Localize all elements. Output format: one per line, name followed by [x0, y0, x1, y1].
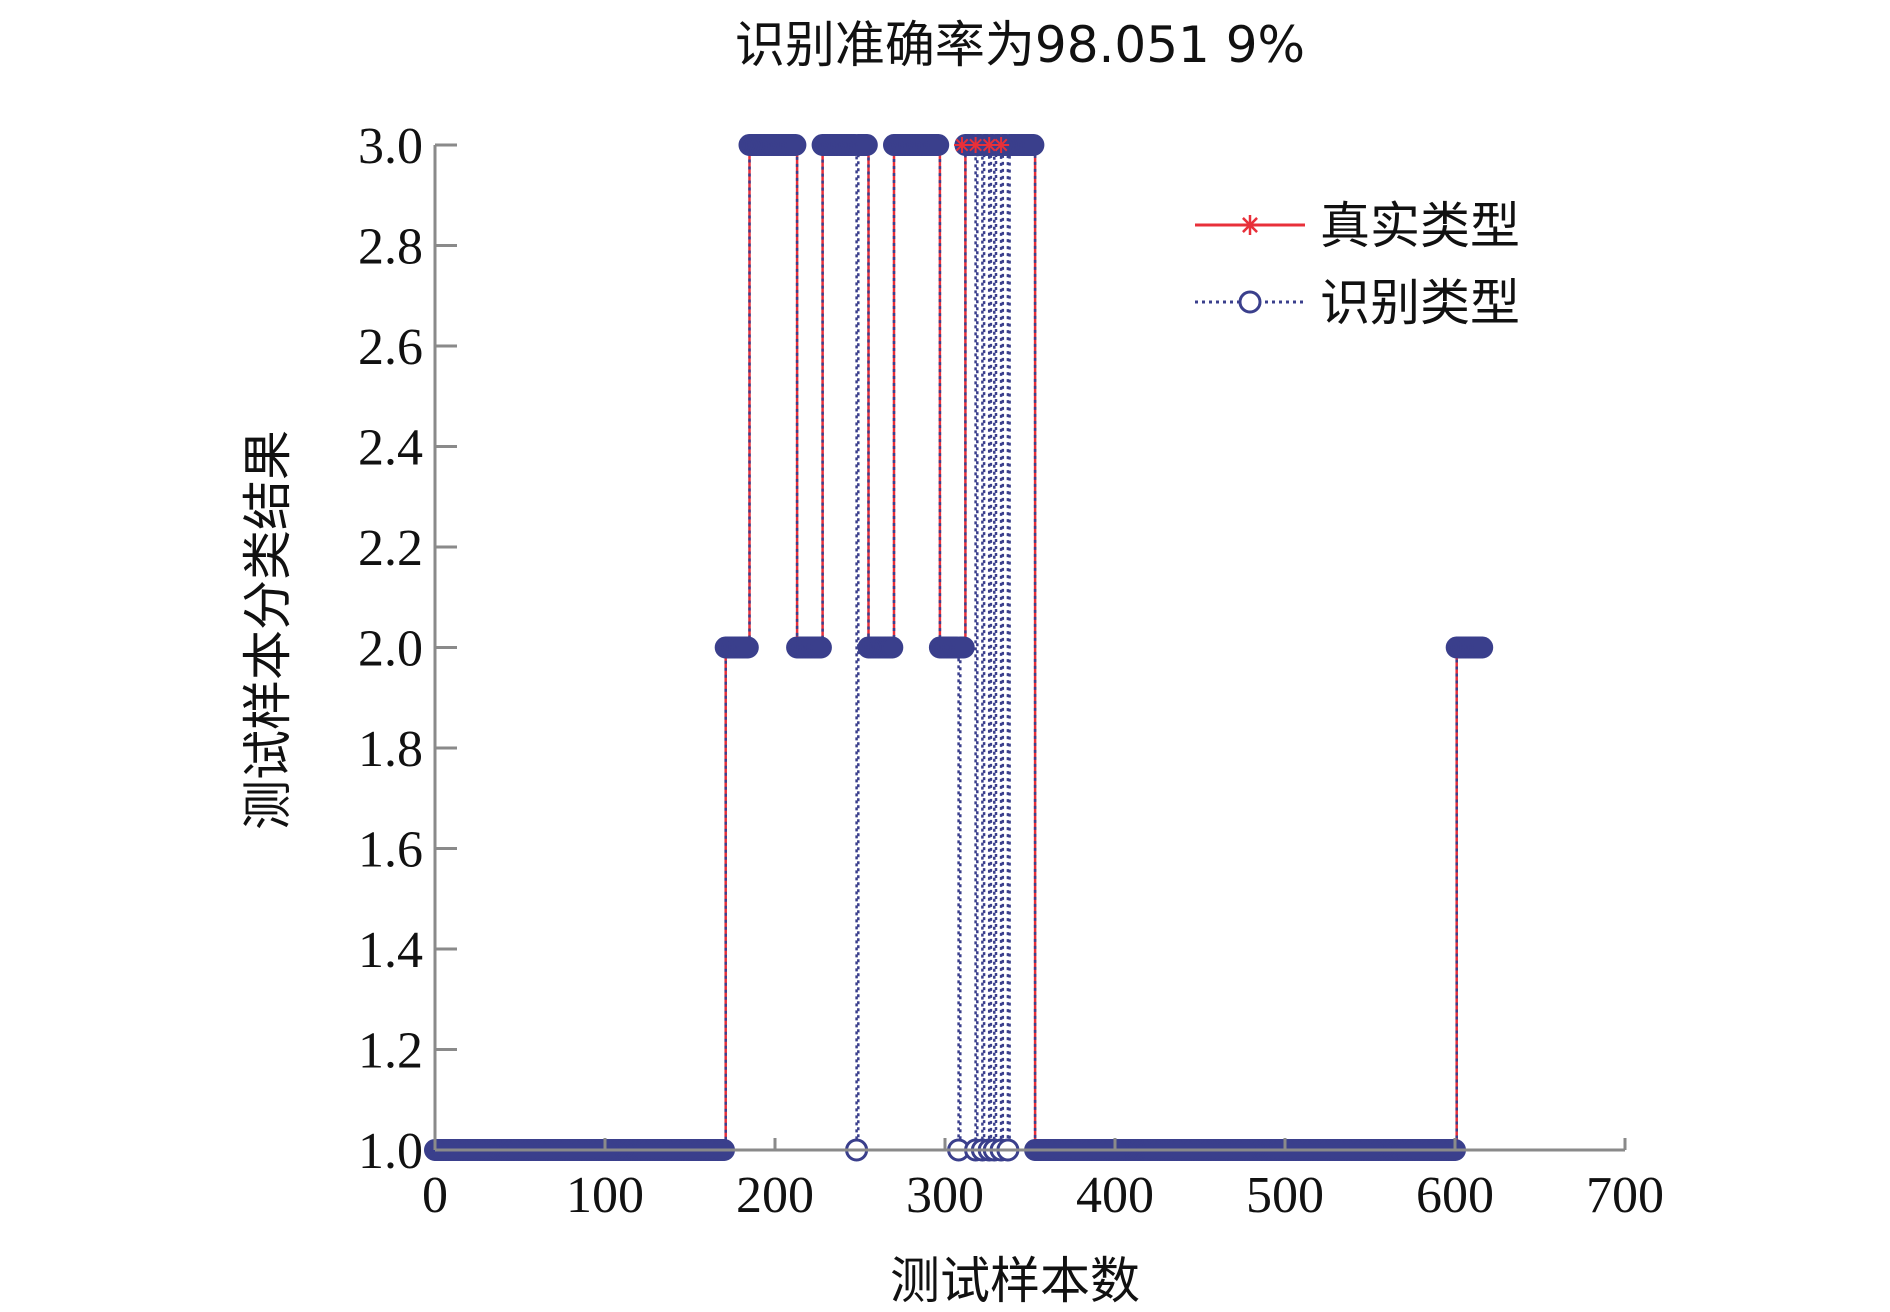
y-tick-label: 1.2	[358, 1023, 423, 1080]
predicted-marker	[927, 134, 950, 156]
chart-title: 识别准确率为98.051 9%	[735, 16, 1305, 74]
y-tick-label: 1.6	[358, 822, 423, 879]
y-tick-label: 2.6	[358, 319, 423, 376]
legend-true-label: 真实类型	[1320, 197, 1520, 255]
predicted-marker	[809, 636, 832, 659]
true-marker	[967, 137, 984, 153]
x-tick-label: 600	[1416, 1167, 1494, 1224]
legend-predicted-label: 识别类型	[1320, 274, 1520, 332]
x-tick-label: 500	[1246, 1167, 1324, 1224]
y-tick-label: 2.4	[358, 420, 423, 477]
true-marker	[954, 137, 970, 153]
legend-true-marker	[1240, 215, 1260, 235]
true-marker-stroke	[994, 138, 1008, 152]
predicted-marker	[784, 134, 807, 156]
x-tick-label: 400	[1076, 1167, 1154, 1224]
axis-layer: 0 100 200 300 400 500 600 700 1.0 1.2 1.4 1.6 1.8 2.0…	[358, 118, 1664, 1224]
predicted-marker	[952, 636, 975, 659]
y-tick-label: 1.8	[358, 721, 423, 778]
legend-true-marker-stroke	[1242, 217, 1258, 233]
legend-predicted-marker	[1238, 290, 1262, 314]
true-marker-stroke	[969, 138, 982, 152]
y-tick-label: 3.0	[358, 118, 423, 175]
predicted-marker	[736, 636, 759, 659]
predicted-marker	[1022, 134, 1045, 156]
true-marker-stroke	[955, 138, 969, 152]
x-tick-label: 300	[906, 1167, 984, 1224]
true-marker	[993, 137, 1010, 153]
y-tick-label: 2.0	[358, 621, 423, 678]
y-tick-label: 1.4	[358, 922, 423, 979]
predicted-marker	[855, 134, 878, 156]
true-marker-stroke	[982, 138, 996, 152]
x-axis-label: 测试样本数	[890, 1252, 1140, 1310]
y-tick-label: 1.0	[358, 1123, 423, 1180]
y-axis-label: 测试样本分类结果	[239, 430, 297, 830]
x-tick-label: 700	[1586, 1167, 1664, 1224]
y-tick-label: 2.2	[358, 520, 423, 577]
x-tick-label: 200	[736, 1167, 814, 1224]
x-tick-label: 100	[566, 1167, 644, 1224]
y-tick-label: 2.8	[358, 219, 423, 276]
predicted-marker	[881, 636, 904, 659]
predicted-marker	[1471, 636, 1494, 659]
x-tick-label: 0	[422, 1167, 448, 1224]
true-marker	[981, 137, 998, 153]
